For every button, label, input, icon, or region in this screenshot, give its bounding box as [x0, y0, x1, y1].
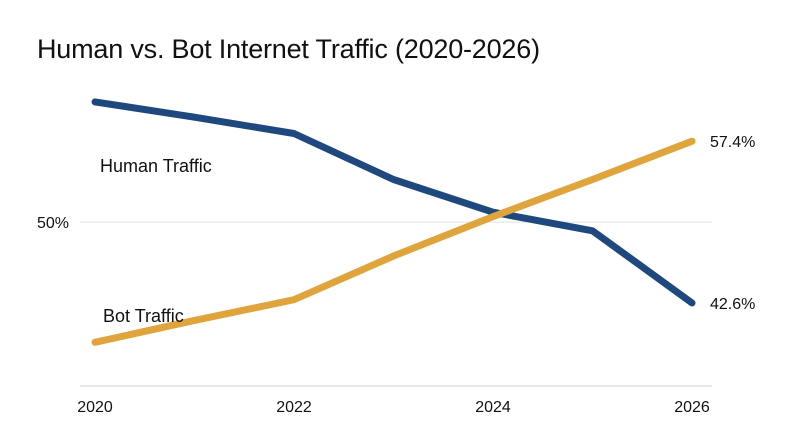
x-tick-label: 2022 — [276, 399, 312, 416]
x-tick-label: 2026 — [674, 399, 710, 416]
end-value-label: 42.6% — [710, 296, 755, 313]
series-label-bot: Bot Traffic — [103, 306, 184, 326]
chart-title: Human vs. Bot Internet Traffic (2020-202… — [37, 34, 540, 64]
series-lines — [91, 98, 696, 346]
y-tick-label: 50% — [37, 215, 69, 232]
series-label-human: Human Traffic — [100, 156, 212, 176]
series-line-human — [91, 98, 696, 307]
series-line-bot — [91, 137, 696, 346]
axis-ticks: 50% 2020 2022 2024 2026 — [37, 215, 710, 416]
series-labels: 42.6% 57.4% Human Traffic Bot Traffic — [100, 134, 755, 326]
end-value-label: 57.4% — [710, 134, 755, 151]
x-tick-label: 2020 — [77, 399, 113, 416]
x-tick-label: 2024 — [475, 399, 511, 416]
